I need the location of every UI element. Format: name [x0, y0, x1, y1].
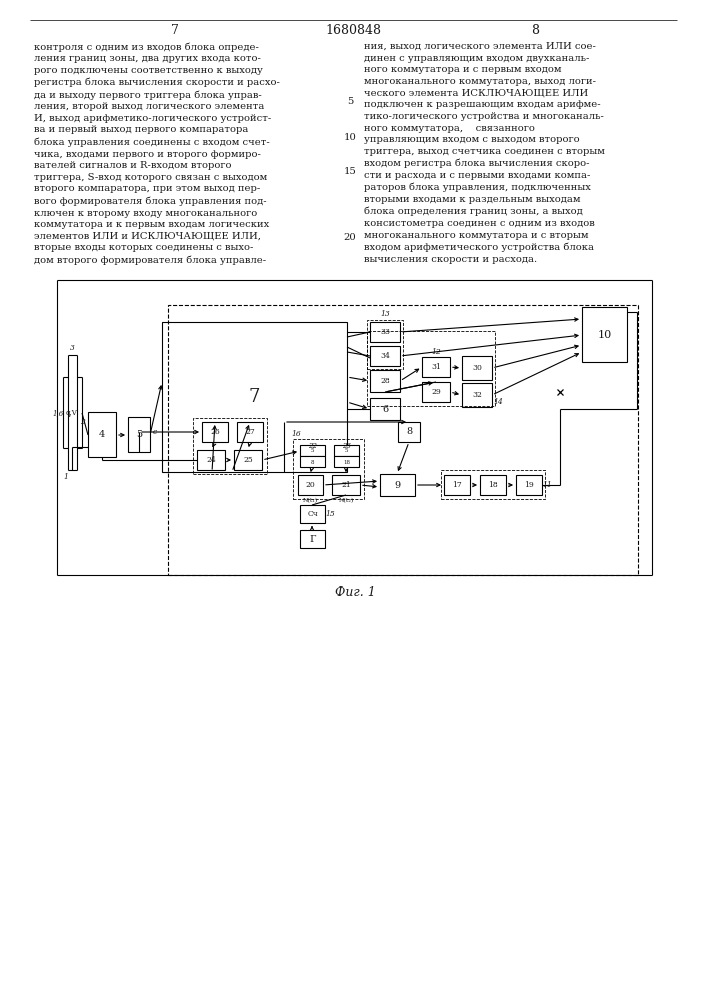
- Text: 19: 19: [524, 481, 534, 489]
- Text: 22: 22: [308, 442, 317, 450]
- Bar: [197, 450, 225, 470]
- Text: 31: 31: [431, 363, 441, 371]
- Bar: [367, 331, 495, 406]
- Bar: [370, 346, 400, 366]
- Text: 27: 27: [245, 428, 255, 436]
- Text: 10: 10: [344, 132, 356, 141]
- Text: 29: 29: [431, 388, 441, 396]
- Text: 5: 5: [347, 98, 354, 106]
- Bar: [444, 475, 470, 495]
- Text: 17: 17: [452, 481, 462, 489]
- Text: 32: 32: [472, 391, 482, 399]
- Bar: [441, 470, 545, 499]
- Text: 7: 7: [249, 388, 260, 406]
- Text: 5: 5: [136, 430, 142, 439]
- Text: 24: 24: [206, 456, 216, 464]
- Bar: [422, 357, 450, 377]
- Bar: [367, 320, 403, 369]
- Text: 18: 18: [488, 481, 498, 489]
- Text: 28: 28: [380, 377, 390, 385]
- Bar: [300, 505, 325, 523]
- Text: 1,6: 1,6: [52, 409, 64, 417]
- Text: 14: 14: [493, 398, 503, 406]
- Text: 18: 18: [343, 460, 350, 464]
- Bar: [462, 356, 492, 380]
- Text: 12: 12: [431, 348, 441, 356]
- Bar: [462, 383, 492, 407]
- Bar: [370, 398, 400, 420]
- Text: 16: 16: [291, 430, 301, 438]
- Bar: [480, 475, 506, 495]
- Text: ния, выход логического элемента ИЛИ сое-
динен с управляющим входом двухканаль-
: ния, выход логического элемента ИЛИ сое-…: [364, 42, 605, 264]
- Bar: [88, 412, 116, 457]
- Text: q,V: q,V: [66, 409, 78, 417]
- Bar: [516, 475, 542, 495]
- Bar: [168, 305, 638, 575]
- Text: 1680848: 1680848: [325, 23, 381, 36]
- Text: 34: 34: [380, 352, 390, 360]
- Text: 20: 20: [305, 481, 315, 489]
- Text: Фиг. 1: Фиг. 1: [334, 585, 375, 598]
- Text: 3: 3: [69, 344, 74, 352]
- Bar: [334, 456, 359, 467]
- Text: 13: 13: [380, 310, 390, 318]
- Text: 10: 10: [597, 330, 612, 340]
- Bar: [128, 417, 150, 452]
- Text: 33: 33: [380, 328, 390, 336]
- Text: 26: 26: [210, 428, 220, 436]
- Bar: [193, 418, 267, 474]
- Bar: [398, 422, 420, 442]
- Text: контроля с одним из входов блока опреде-
ления границ зоны, два других входа кот: контроля с одним из входов блока опреде-…: [34, 42, 280, 265]
- Bar: [370, 322, 400, 342]
- Bar: [582, 307, 627, 362]
- Text: 8: 8: [311, 460, 314, 464]
- Bar: [300, 456, 325, 467]
- Text: 5: 5: [345, 448, 349, 454]
- Text: 2: 2: [80, 418, 84, 426]
- Text: 23: 23: [342, 442, 351, 450]
- Text: 21: 21: [341, 481, 351, 489]
- Text: N(t₁): N(t₁): [303, 498, 318, 504]
- Bar: [334, 445, 359, 456]
- Text: 8: 8: [406, 428, 412, 436]
- Bar: [237, 422, 263, 442]
- Text: 8: 8: [531, 23, 539, 36]
- Bar: [332, 475, 360, 495]
- Bar: [293, 439, 364, 499]
- Text: 1: 1: [64, 473, 69, 481]
- Text: 6: 6: [382, 404, 388, 414]
- Text: 7: 7: [171, 23, 179, 36]
- Text: 5: 5: [311, 448, 314, 454]
- Bar: [300, 445, 325, 456]
- Text: 30: 30: [472, 364, 482, 372]
- Bar: [370, 370, 400, 392]
- Bar: [162, 322, 347, 472]
- Text: Сч: Сч: [307, 510, 318, 518]
- Bar: [234, 450, 262, 470]
- Text: 11: 11: [542, 481, 552, 489]
- Bar: [298, 475, 323, 495]
- Bar: [422, 382, 450, 402]
- Text: 25: 25: [243, 456, 253, 464]
- Text: c: c: [153, 428, 157, 436]
- Bar: [380, 474, 415, 496]
- Text: 15: 15: [344, 166, 356, 176]
- Text: N(t₂): N(t₂): [339, 498, 354, 504]
- Text: 4: 4: [99, 430, 105, 439]
- Text: 20: 20: [344, 233, 356, 242]
- Text: Г: Г: [309, 534, 316, 544]
- Bar: [300, 530, 325, 548]
- Bar: [202, 422, 228, 442]
- Text: 15: 15: [325, 510, 335, 518]
- Text: 9: 9: [395, 481, 401, 489]
